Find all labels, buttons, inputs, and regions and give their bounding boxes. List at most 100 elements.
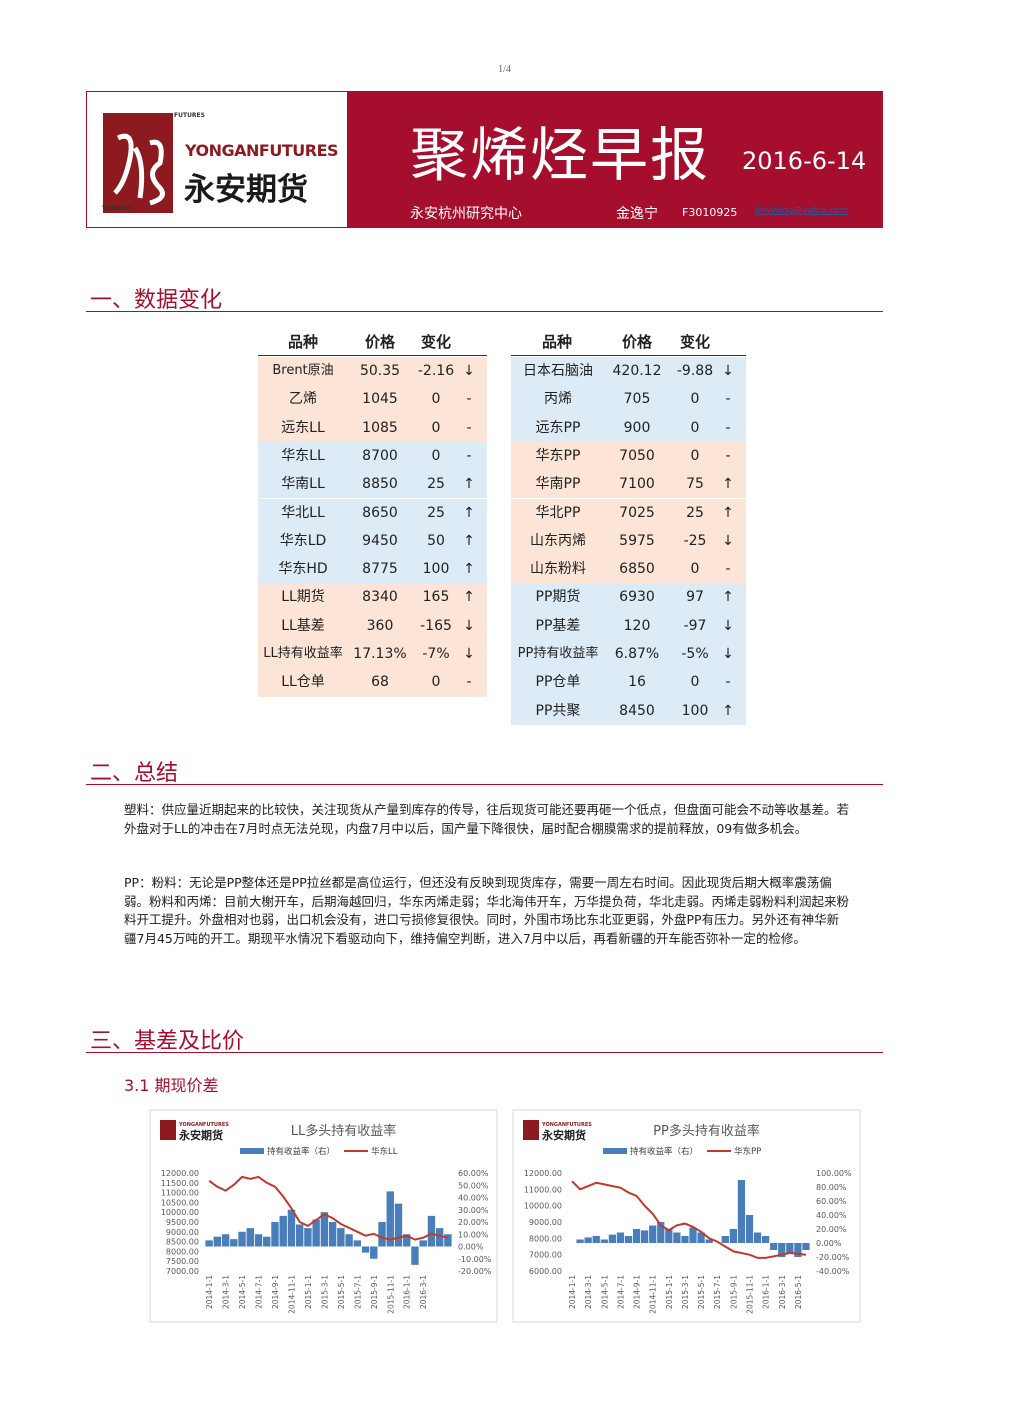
bar <box>345 1234 353 1247</box>
bar <box>221 1234 230 1247</box>
y2-tick-label: -20.00% <box>816 1253 850 1262</box>
row-shade <box>258 470 487 499</box>
logo-side: YONGAN <box>101 205 131 212</box>
bar <box>411 1246 419 1265</box>
bar <box>745 1215 754 1243</box>
bar <box>770 1243 778 1250</box>
chart-logo-mark <box>160 1120 176 1140</box>
subsection-heading: 3.1 期现价差 <box>124 1076 219 1095</box>
report-title: 聚烯烃早报 <box>410 121 711 189</box>
y-tick-label: 8500.00 <box>166 1238 199 1247</box>
y-tick-label: 11000.00 <box>524 1185 562 1194</box>
x-tick-label: 2014-5-1 <box>238 1275 247 1309</box>
trend-arrow: ↑ <box>463 532 475 549</box>
x-tick-label: 2014-3-1 <box>222 1275 231 1309</box>
y2-tick-label: 20.00% <box>816 1225 847 1234</box>
trend-arrow: - <box>725 447 731 464</box>
x-tick-label: 2014-9-1 <box>633 1275 642 1309</box>
item-name: 华东LD <box>279 532 327 549</box>
logo-top: FUTURES <box>174 112 205 119</box>
price: 8450 <box>619 702 655 719</box>
bar <box>802 1243 810 1250</box>
y2-tick-label: 10.00% <box>458 1230 489 1239</box>
row-shade <box>258 357 487 386</box>
price: 8850 <box>362 476 398 493</box>
item-name: 乙烯 <box>289 391 317 408</box>
bar <box>320 1212 329 1247</box>
bar <box>665 1229 673 1243</box>
section-rule <box>86 311 883 312</box>
price: 17.13% <box>353 646 407 662</box>
bar <box>641 1230 649 1243</box>
row-shade <box>511 696 746 725</box>
change: 0 <box>690 419 700 436</box>
y2-tick-label: 20.00% <box>458 1218 489 1227</box>
x-tick-label: 2014-9-1 <box>271 1275 280 1309</box>
row-shade <box>511 413 746 442</box>
bar <box>681 1236 689 1243</box>
trend-arrow: ↑ <box>722 476 734 493</box>
row-shade <box>511 555 746 584</box>
bar <box>697 1232 705 1243</box>
trend-arrow: ↓ <box>463 617 475 634</box>
bar <box>337 1228 345 1247</box>
email[interactable]: jinyining@yafco.com <box>755 206 849 216</box>
header-band <box>347 91 883 228</box>
trend-arrow: - <box>466 391 472 408</box>
change: 75 <box>686 476 704 493</box>
row-shade <box>511 526 746 556</box>
x-tick-label: 2015-9-1 <box>370 1275 379 1309</box>
row-shade <box>258 611 487 640</box>
change: -97 <box>683 617 707 634</box>
item-name: LL仓单 <box>281 674 325 691</box>
y-tick-label: 7000.00 <box>166 1267 199 1276</box>
bar <box>705 1239 713 1243</box>
price: 7050 <box>619 447 655 464</box>
price: 705 <box>623 391 651 408</box>
trend-arrow: ↓ <box>463 646 475 662</box>
row-shade <box>511 385 746 414</box>
y-tick-label: 10000.00 <box>524 1202 562 1211</box>
y2-tick-label: -40.00% <box>816 1267 850 1276</box>
x-tick-label: 2016-1-1 <box>762 1275 771 1309</box>
x-tick-label: 2015-9-1 <box>729 1275 738 1309</box>
x-tick-label: 2014-11-1 <box>649 1275 658 1314</box>
change: 25 <box>427 504 445 521</box>
trend-arrow: ↑ <box>722 504 734 521</box>
price: 1085 <box>362 419 398 436</box>
bar <box>230 1239 238 1247</box>
x-tick-label: 2015-5-1 <box>337 1275 346 1309</box>
legend-swatch <box>603 1148 627 1154</box>
price: 6.87% <box>614 646 660 662</box>
logo-en: YONGANFUTURES <box>184 141 338 160</box>
logo-glyph <box>113 133 165 206</box>
bar <box>729 1229 737 1243</box>
change: 0 <box>690 674 700 691</box>
author: 金逸宁 <box>616 206 658 222</box>
y-tick-label: 6000.00 <box>529 1267 562 1276</box>
item-name: 日本石脑油 <box>523 363 593 379</box>
item-name: 远东PP <box>535 419 581 436</box>
summary-paragraph: PP：粉料：无论是PP整体还是PP拉丝都是高位运行，但还没有反映到现货库存，需要… <box>124 875 850 946</box>
x-tick-label: 2015-11-1 <box>386 1275 395 1314</box>
y-tick-label: 10000.00 <box>161 1208 199 1217</box>
bar <box>328 1222 337 1247</box>
item-name: 山东粉料 <box>530 561 586 578</box>
chart-logo-en: YONGANFUTURES <box>178 1122 229 1128</box>
bar <box>689 1227 697 1243</box>
trend-arrow: - <box>725 419 731 436</box>
price: 900 <box>623 419 651 436</box>
table-header: 价格 <box>364 333 395 351</box>
bar <box>600 1239 608 1243</box>
bar <box>238 1231 246 1247</box>
y2-tick-label: 30.00% <box>458 1206 489 1215</box>
change: 25 <box>427 476 445 493</box>
x-tick-label: 2014-1-1 <box>205 1275 214 1309</box>
item-name: PP仓单 <box>535 674 581 691</box>
logo: FUTURES YONGAN YONGANFUTURES 永安期货 <box>101 112 339 213</box>
price: 360 <box>366 617 394 634</box>
bar <box>786 1243 794 1254</box>
y2-tick-label: 0.00% <box>458 1243 484 1252</box>
